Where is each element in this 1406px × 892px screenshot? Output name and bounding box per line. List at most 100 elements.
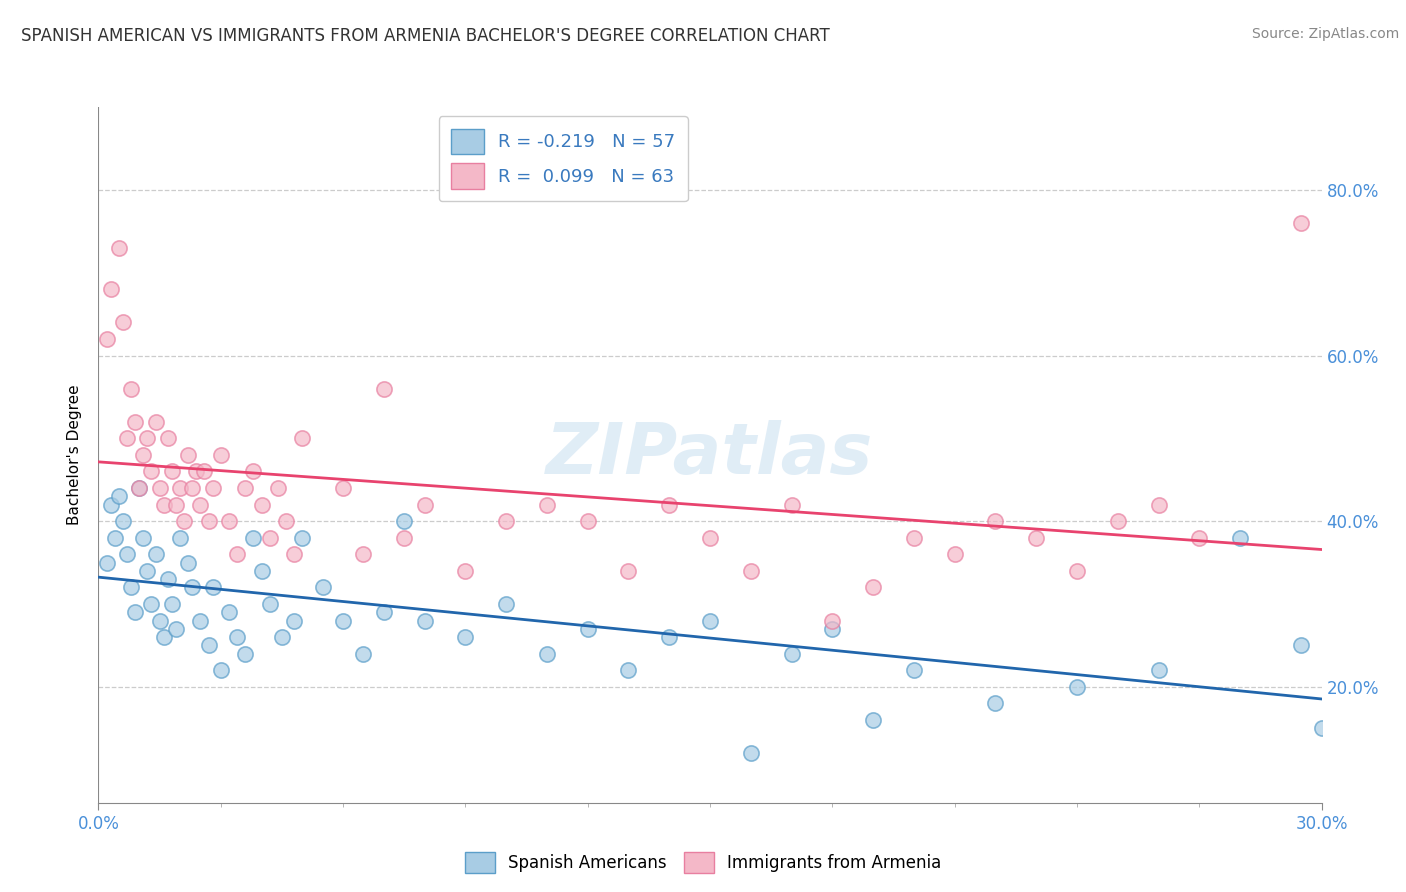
Point — [1188, 531, 1211, 545]
Point — [233, 481, 256, 495]
Point — [141, 465, 163, 479]
Point — [283, 547, 305, 561]
Point — [120, 382, 142, 396]
Point — [392, 531, 416, 545]
Point — [108, 489, 131, 503]
Text: ZIPatlas: ZIPatlas — [547, 420, 873, 490]
Point — [352, 647, 374, 661]
Point — [149, 614, 172, 628]
Point — [392, 514, 416, 528]
Point — [111, 315, 134, 329]
Point — [274, 514, 297, 528]
Point — [862, 713, 884, 727]
Point — [124, 605, 146, 619]
Point — [132, 448, 155, 462]
Point — [454, 630, 477, 644]
Point — [173, 514, 195, 528]
Point — [124, 415, 146, 429]
Point — [1310, 721, 1333, 735]
Point — [740, 564, 762, 578]
Point — [132, 531, 155, 545]
Point — [259, 597, 281, 611]
Text: Source: ZipAtlas.com: Source: ZipAtlas.com — [1251, 27, 1399, 41]
Point — [495, 597, 517, 611]
Point — [209, 663, 232, 677]
Point — [699, 531, 721, 545]
Point — [1025, 531, 1047, 545]
Point — [149, 481, 172, 495]
Point — [188, 614, 212, 628]
Point — [903, 531, 925, 545]
Point — [332, 614, 354, 628]
Point — [250, 498, 273, 512]
Point — [160, 465, 183, 479]
Point — [96, 332, 118, 346]
Point — [658, 630, 681, 644]
Point — [160, 597, 183, 611]
Point — [209, 448, 232, 462]
Point — [1107, 514, 1129, 528]
Point — [1291, 216, 1313, 230]
Point — [96, 556, 118, 570]
Point — [218, 514, 240, 528]
Point — [169, 481, 191, 495]
Point — [943, 547, 966, 561]
Point — [100, 282, 122, 296]
Point — [197, 514, 219, 528]
Point — [291, 431, 314, 445]
Point — [780, 647, 803, 661]
Point — [169, 531, 191, 545]
Point — [115, 547, 138, 561]
Point — [128, 481, 150, 495]
Point — [821, 614, 844, 628]
Point — [250, 564, 273, 578]
Point — [658, 498, 681, 512]
Point — [165, 622, 187, 636]
Point — [332, 481, 354, 495]
Legend: R = -0.219   N = 57, R =  0.099   N = 63: R = -0.219 N = 57, R = 0.099 N = 63 — [439, 116, 688, 202]
Point — [218, 605, 240, 619]
Text: SPANISH AMERICAN VS IMMIGRANTS FROM ARMENIA BACHELOR'S DEGREE CORRELATION CHART: SPANISH AMERICAN VS IMMIGRANTS FROM ARME… — [21, 27, 830, 45]
Point — [984, 697, 1007, 711]
Point — [100, 498, 122, 512]
Point — [536, 498, 558, 512]
Point — [108, 241, 131, 255]
Point — [145, 415, 167, 429]
Point — [1066, 680, 1088, 694]
Point — [699, 614, 721, 628]
Point — [201, 481, 224, 495]
Point — [136, 431, 159, 445]
Point — [233, 647, 256, 661]
Point — [903, 663, 925, 677]
Point — [226, 630, 249, 644]
Point — [136, 564, 159, 578]
Point — [862, 581, 884, 595]
Point — [1291, 639, 1313, 653]
Point — [352, 547, 374, 561]
Point — [120, 581, 142, 595]
Point — [1147, 663, 1170, 677]
Point — [193, 465, 215, 479]
Point — [197, 639, 219, 653]
Point — [495, 514, 517, 528]
Point — [373, 605, 395, 619]
Point — [536, 647, 558, 661]
Point — [267, 481, 290, 495]
Point — [413, 498, 436, 512]
Point — [413, 614, 436, 628]
Point — [186, 465, 208, 479]
Point — [156, 431, 179, 445]
Point — [188, 498, 212, 512]
Point — [145, 547, 167, 561]
Point — [740, 746, 762, 760]
Point — [141, 597, 163, 611]
Legend: Spanish Americans, Immigrants from Armenia: Spanish Americans, Immigrants from Armen… — [458, 846, 948, 880]
Point — [201, 581, 224, 595]
Point — [152, 630, 174, 644]
Point — [291, 531, 314, 545]
Point — [165, 498, 187, 512]
Point — [242, 531, 264, 545]
Point — [454, 564, 477, 578]
Y-axis label: Bachelor's Degree: Bachelor's Degree — [67, 384, 83, 525]
Point — [181, 481, 204, 495]
